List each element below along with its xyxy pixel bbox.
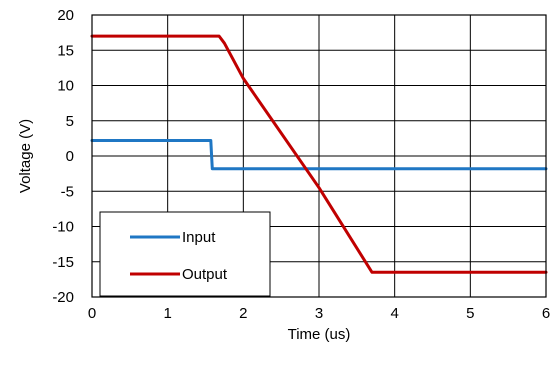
series-line-input — [90, 139, 548, 171]
y-tick-labels: 20 15 10 5 0 -5 -10 -15 -20 — [52, 7, 74, 306]
legend-label-output: Output — [182, 266, 228, 283]
y-axis-label: Voltage (V) — [17, 119, 34, 193]
x-axis-label: Time (us) — [288, 326, 351, 343]
legend: Input Output — [99, 211, 271, 297]
y-tick-label: 0 — [66, 148, 74, 165]
x-tick-label: 4 — [390, 305, 398, 322]
x-tick-label: 0 — [88, 305, 96, 322]
y-tick-label: -10 — [52, 219, 74, 236]
y-tick-label: -5 — [61, 183, 74, 200]
y-tick-label: 5 — [66, 113, 74, 130]
x-tick-label: 6 — [542, 305, 550, 322]
legend-label-input: Input — [182, 229, 216, 246]
y-tick-label: 20 — [57, 7, 74, 24]
x-tick-label: 5 — [466, 305, 474, 322]
y-tick-label: -15 — [52, 254, 74, 271]
y-tick-label: 15 — [57, 42, 74, 59]
x-tick-label: 3 — [315, 305, 323, 322]
plot-area-frame — [91, 14, 547, 298]
y-tick-label: 10 — [57, 78, 74, 95]
y-tick-label: -20 — [52, 289, 74, 306]
x-tick-label: 1 — [163, 305, 171, 322]
x-tick-labels: 0 1 2 3 4 5 6 — [88, 305, 550, 322]
series-line-output — [90, 34, 548, 274]
series-lines — [90, 34, 548, 274]
x-tick-label: 2 — [239, 305, 247, 322]
legend-box — [99, 211, 271, 297]
grid-lines — [91, 14, 547, 298]
